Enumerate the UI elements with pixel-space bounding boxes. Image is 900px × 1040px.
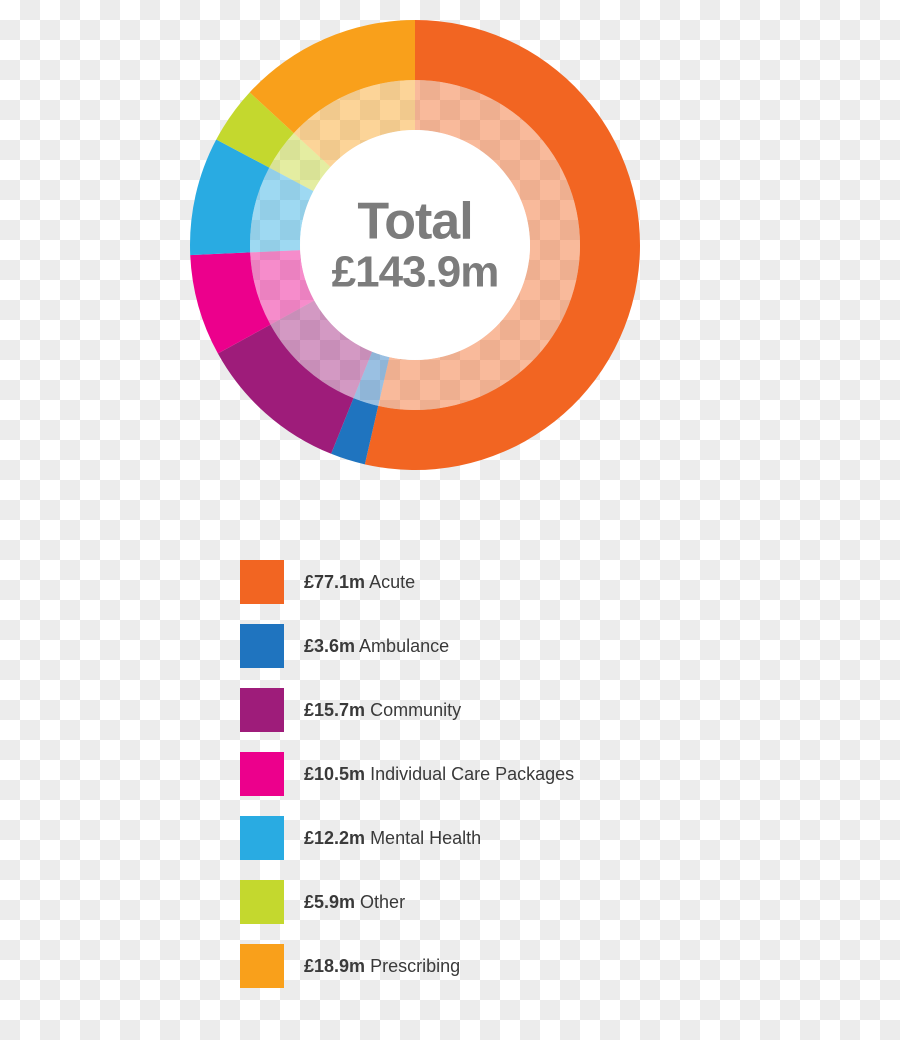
legend-item: £77.1m Acute: [240, 560, 574, 604]
legend-item: £5.9m Other: [240, 880, 574, 924]
legend-item: £10.5m Individual Care Packages: [240, 752, 574, 796]
legend-swatch: [240, 944, 284, 988]
donut-center-label: Total £143.9m: [332, 195, 499, 296]
center-value: £143.9m: [332, 249, 499, 295]
legend-label: £3.6m Ambulance: [304, 636, 449, 657]
legend-swatch: [240, 624, 284, 668]
legend-label: £15.7m Community: [304, 700, 461, 721]
legend-swatch: [240, 880, 284, 924]
legend-item: £3.6m Ambulance: [240, 624, 574, 668]
center-title: Total: [332, 195, 499, 250]
canvas: Total £143.9m £77.1m Acute £3.6m Ambulanc…: [0, 0, 900, 1040]
legend: £77.1m Acute £3.6m Ambulance £15.7m Commun…: [240, 560, 574, 1008]
legend-swatch: [240, 816, 284, 860]
legend-label: £77.1m Acute: [304, 572, 415, 593]
legend-label: £10.5m Individual Care Packages: [304, 764, 574, 785]
legend-swatch: [240, 688, 284, 732]
legend-item: £15.7m Community: [240, 688, 574, 732]
legend-label: £12.2m Mental Health: [304, 828, 481, 849]
legend-label: £5.9m Other: [304, 892, 405, 913]
legend-item: £12.2m Mental Health: [240, 816, 574, 860]
legend-item: £18.9m Prescribing: [240, 944, 574, 988]
legend-swatch: [240, 752, 284, 796]
legend-label: £18.9m Prescribing: [304, 956, 460, 977]
legend-swatch: [240, 560, 284, 604]
donut-chart: Total £143.9m: [180, 10, 650, 480]
